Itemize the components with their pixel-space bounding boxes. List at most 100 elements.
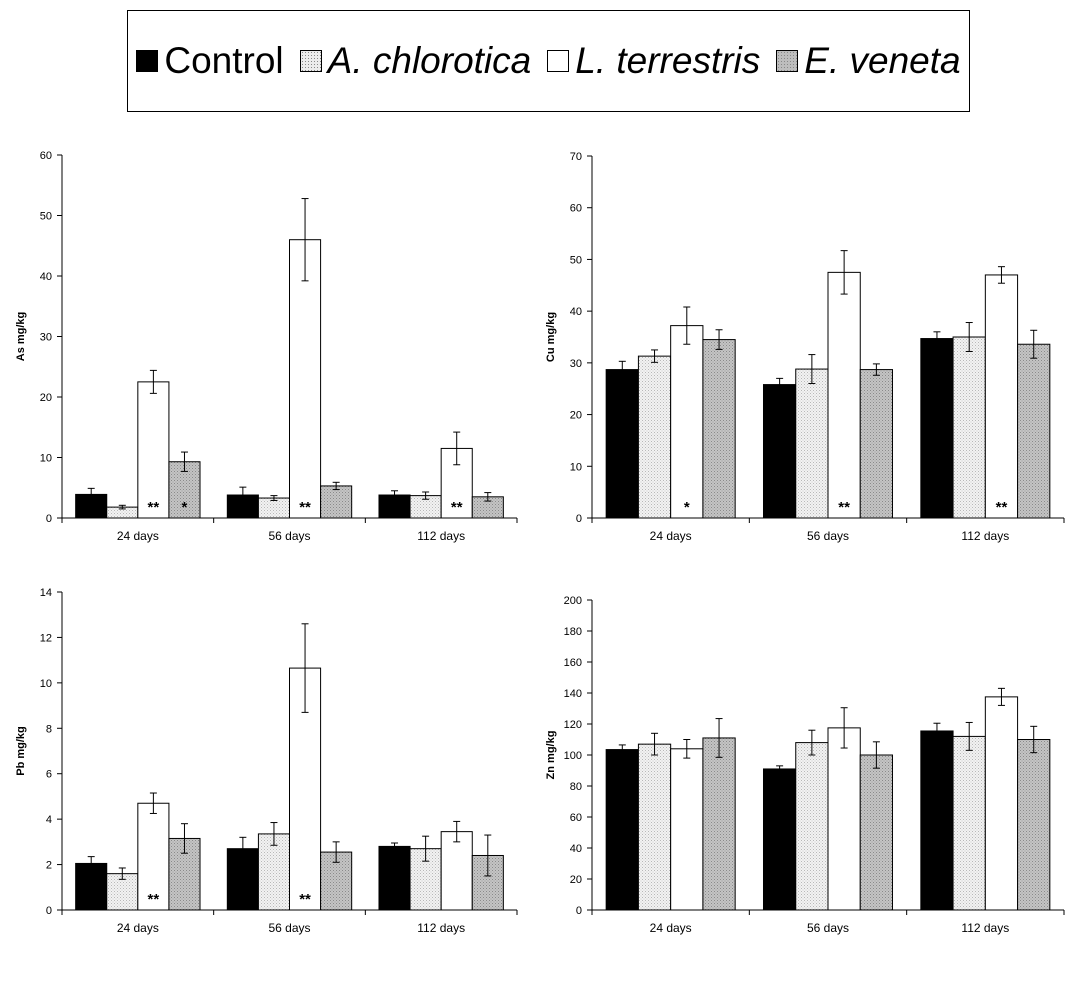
chart-pb: 0 2 4 6 8 10 12 14 Pb mg/kg 24 days 56 days 112 day… xyxy=(15,587,518,935)
bar-l-terrestris-56-days xyxy=(827,271,861,519)
y-tick-label: 30 xyxy=(570,358,582,370)
y-tick-label: 12 xyxy=(40,632,52,644)
x-tick-label: 56 days xyxy=(807,529,849,543)
y-tick-label: 160 xyxy=(564,657,582,669)
significance-mark: ** xyxy=(451,499,463,516)
x-tick-label: 112 days xyxy=(961,529,1009,543)
significance-mark: ** xyxy=(148,891,160,908)
y-axis-label: As mg/kg xyxy=(15,312,27,362)
bar-a-chlorotica-56-days xyxy=(257,497,290,519)
bar-e-veneta-56-days xyxy=(320,485,353,519)
significance-mark: * xyxy=(684,499,690,516)
bar-control-112-days xyxy=(920,338,954,519)
bar-control-24-days xyxy=(605,749,639,911)
y-tick-label: 20 xyxy=(40,392,52,404)
significance-mark: ** xyxy=(838,499,850,516)
y-tick-label: 8 xyxy=(46,723,52,735)
legend: Control A. chlorotica L. terrestris E. v… xyxy=(127,10,970,112)
legend-label-e-veneta: E. veneta xyxy=(804,40,961,81)
y-tick-label: 40 xyxy=(570,306,582,318)
bar-control-56-days xyxy=(762,384,797,519)
bar-a-chlorotica-24-days xyxy=(637,355,672,519)
y-tick-label: 50 xyxy=(40,211,52,223)
chart-zn: 0 20 40 60 80 100 120 140 160 180 200 Zn mg/kg 24 da… xyxy=(545,595,1065,935)
y-tick-label: 180 xyxy=(564,626,582,638)
legend-label-control: Control xyxy=(164,40,284,81)
y-tick-label: 20 xyxy=(570,410,582,422)
bar-a-chlorotica-112-days xyxy=(952,336,986,519)
y-tick-label: 30 xyxy=(40,332,52,344)
y-tick-label: 2 xyxy=(46,860,52,872)
y-tick-label: 10 xyxy=(40,678,52,690)
chart-cu: 0 10 20 30 40 50 60 70 Cu mg/kg 24 days 56 days 112… xyxy=(545,151,1065,543)
x-tick-label: 24 days xyxy=(650,529,692,543)
significance-mark: ** xyxy=(299,499,311,516)
bar-a-chlorotica-56-days xyxy=(257,833,290,911)
legend-label-l-terrestris: L. terrestris xyxy=(575,40,761,81)
y-tick-label: 120 xyxy=(564,719,582,731)
x-tick-label: 24 days xyxy=(650,921,692,935)
legend-label-a-chlorotica: A. chlorotica xyxy=(327,40,532,81)
legend-swatch-control xyxy=(136,50,159,72)
legend-item-a-chlorotica: A. chlorotica xyxy=(299,40,532,82)
bar-e-veneta-112-days xyxy=(1017,343,1051,519)
y-tick-label: 200 xyxy=(564,595,582,607)
y-tick-label: 140 xyxy=(564,688,582,700)
bar-e-veneta-24-days xyxy=(702,339,736,519)
significance-mark: ** xyxy=(996,499,1008,516)
bar-l-terrestris-24-days xyxy=(670,748,704,911)
y-tick-label: 40 xyxy=(570,843,582,855)
y-tick-label: 6 xyxy=(46,769,52,781)
y-tick-label: 0 xyxy=(576,905,582,917)
x-tick-label: 24 days xyxy=(117,529,159,543)
y-tick-label: 100 xyxy=(564,750,582,762)
bar-control-112-days xyxy=(920,730,954,911)
y-axis-label: Pb mg/kg xyxy=(15,726,27,776)
x-tick-label: 24 days xyxy=(117,921,159,935)
bar-a-chlorotica-24-days xyxy=(637,743,672,911)
bar-l-terrestris-24-days xyxy=(137,802,170,911)
bar-a-chlorotica-56-days xyxy=(795,368,829,519)
bar-l-terrestris-112-days xyxy=(984,696,1019,911)
bar-a-chlorotica-56-days xyxy=(795,742,829,911)
y-axis-label: Cu mg/kg xyxy=(545,312,557,362)
y-tick-label: 60 xyxy=(570,203,582,215)
y-tick-label: 0 xyxy=(46,905,52,917)
x-tick-label: 56 days xyxy=(268,921,310,935)
bar-control-24-days xyxy=(605,369,639,519)
chart-as: 0 10 20 30 40 50 60 As mg/kg 24 days 56 days 112 d… xyxy=(15,150,518,543)
y-tick-label: 0 xyxy=(46,513,52,525)
bar-l-terrestris-56-days xyxy=(289,239,322,519)
significance-mark: ** xyxy=(299,891,311,908)
bar-control-112-days xyxy=(378,845,411,911)
y-tick-label: 10 xyxy=(570,461,582,473)
y-tick-label: 80 xyxy=(570,781,582,793)
bar-l-terrestris-56-days xyxy=(827,727,861,911)
y-axis-label: Zn mg/kg xyxy=(545,731,557,780)
x-tick-label: 112 days xyxy=(417,529,465,543)
y-tick-label: 50 xyxy=(570,254,582,266)
y-tick-label: 20 xyxy=(570,874,582,886)
y-tick-label: 40 xyxy=(40,271,52,283)
y-tick-label: 4 xyxy=(46,814,52,826)
x-tick-label: 112 days xyxy=(417,921,465,935)
bar-a-chlorotica-112-days xyxy=(952,735,986,911)
bar-control-56-days xyxy=(762,768,797,911)
bar-e-veneta-56-days xyxy=(859,754,894,911)
bar-l-terrestris-24-days xyxy=(137,381,170,519)
bar-l-terrestris-112-days xyxy=(440,831,473,911)
x-tick-label: 56 days xyxy=(268,529,310,543)
x-tick-label: 112 days xyxy=(961,921,1009,935)
legend-swatch-l-terrestris xyxy=(547,50,570,72)
legend-item-l-terrestris: L. terrestris xyxy=(547,40,760,82)
legend-swatch-e-veneta xyxy=(776,50,799,72)
legend-item-e-veneta: E. veneta xyxy=(776,40,961,82)
y-tick-label: 70 xyxy=(570,151,582,163)
legend-item-control: Control xyxy=(136,40,284,82)
significance-mark: ** xyxy=(148,499,160,516)
bar-l-terrestris-112-days xyxy=(984,274,1019,519)
y-tick-label: 14 xyxy=(40,587,52,599)
bar-e-veneta-56-days xyxy=(859,369,894,519)
bar-e-veneta-24-days xyxy=(702,737,736,911)
